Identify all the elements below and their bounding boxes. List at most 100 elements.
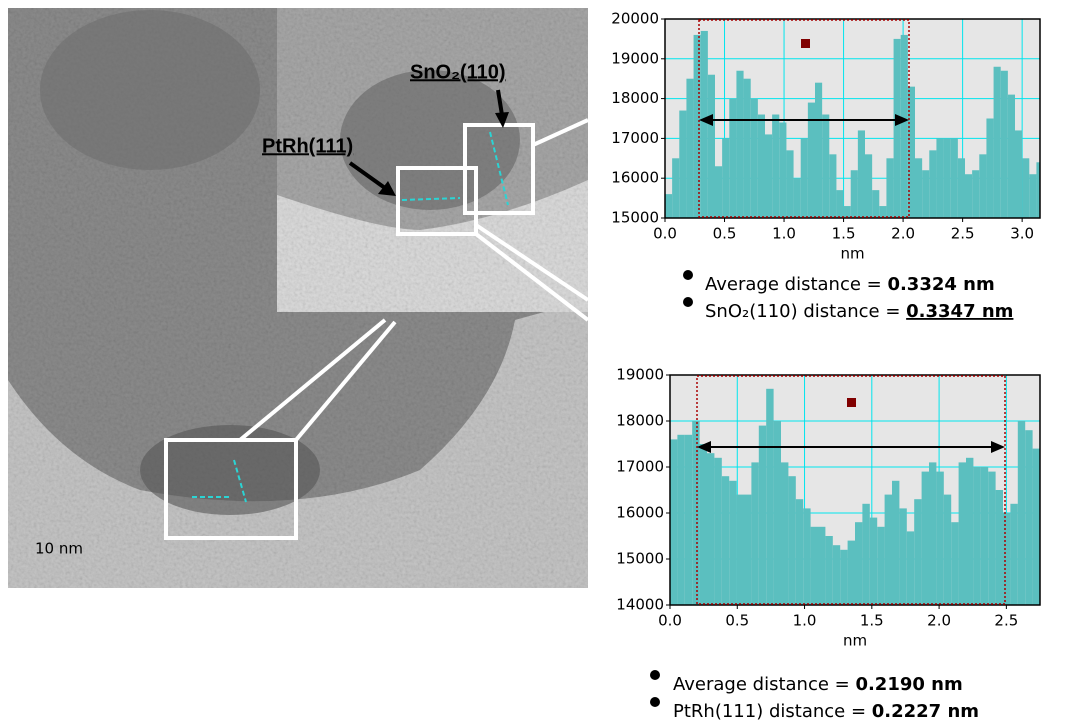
bar	[973, 467, 981, 605]
selection-region	[698, 19, 910, 218]
bar	[1017, 421, 1026, 605]
note-text: SnO₂(110) distance =	[705, 301, 906, 322]
bar	[915, 158, 923, 218]
bar	[665, 194, 673, 218]
bar	[1029, 174, 1037, 218]
bar	[679, 110, 687, 218]
bar	[1022, 158, 1030, 218]
y-tick-label: 18000	[611, 89, 659, 107]
bullet	[650, 670, 660, 680]
x-tick-label: 2.0	[927, 612, 951, 630]
bar	[781, 462, 789, 605]
note-text: PtRh(111) distance =	[673, 701, 872, 722]
bar	[714, 457, 722, 605]
bar	[907, 86, 915, 218]
tem-particle	[140, 425, 320, 515]
bar	[729, 98, 737, 218]
bar	[921, 471, 929, 605]
note-value: 0.3347 nm	[906, 301, 1013, 322]
y-tick-label: 16000	[611, 169, 659, 187]
bar	[840, 549, 848, 605]
bar	[699, 444, 707, 605]
bar	[832, 545, 841, 605]
bar	[715, 166, 723, 218]
note: PtRh(111) distance = 0.2227 nm	[673, 701, 979, 722]
measure-lines	[192, 131, 509, 503]
bar	[988, 471, 996, 605]
image-label: PtRh(111)	[262, 135, 353, 157]
bar	[850, 170, 858, 218]
bar	[979, 154, 987, 218]
label-arrows	[348, 89, 509, 196]
bar	[957, 158, 965, 218]
bar	[886, 158, 894, 218]
bar	[995, 490, 1003, 605]
bar	[950, 138, 958, 218]
bar	[788, 476, 796, 605]
bar	[765, 134, 773, 218]
bullet	[650, 697, 660, 707]
bar	[825, 536, 833, 605]
bar	[707, 453, 715, 605]
bar	[862, 503, 870, 605]
bar	[766, 388, 774, 605]
bar	[1000, 70, 1008, 219]
x-tick-label: 1.0	[772, 225, 796, 243]
bar	[943, 138, 951, 218]
y-tick-label: 16000	[616, 504, 664, 522]
bar	[893, 38, 901, 219]
bar	[965, 174, 973, 218]
bar	[857, 130, 865, 218]
bar	[980, 467, 989, 605]
bar	[1003, 513, 1011, 605]
note-value: 0.3324 nm	[887, 274, 994, 295]
bar	[892, 480, 900, 605]
bar	[707, 74, 715, 218]
x-tick-label: 0.5	[725, 612, 749, 630]
image-label: SnO₂(110)	[410, 61, 506, 83]
x-tick-label: 2.5	[951, 225, 975, 243]
bar	[750, 98, 758, 218]
note: Average distance = 0.2190 nm	[673, 674, 963, 695]
plot-frame	[669, 374, 1041, 606]
bar	[1025, 430, 1033, 605]
note: Average distance = 0.3324 nm	[705, 274, 995, 295]
region-marker	[801, 39, 810, 48]
x-tick-label: 1.5	[860, 612, 884, 630]
y-tick-label: 18000	[616, 412, 664, 430]
bar	[786, 150, 794, 218]
bar	[751, 462, 759, 605]
x-tick-label: 0.5	[713, 225, 737, 243]
bar	[869, 517, 878, 605]
bar	[1010, 503, 1018, 605]
y-tick-label: 19000	[616, 366, 664, 384]
bar	[899, 508, 907, 605]
bar	[803, 508, 811, 605]
bar	[744, 494, 752, 605]
bar	[865, 154, 873, 218]
bar	[922, 170, 930, 218]
bar	[1007, 94, 1015, 218]
bar	[906, 531, 915, 605]
bar	[1032, 448, 1040, 605]
note-text: Average distance =	[673, 674, 855, 695]
bar	[729, 480, 737, 605]
bar	[686, 78, 694, 218]
y-tick-label: 17000	[611, 129, 659, 147]
x-tick-label: 3.0	[1010, 225, 1034, 243]
tem-vacuum	[8, 300, 588, 588]
bar	[672, 158, 680, 218]
x-axis-label: nm	[843, 632, 867, 650]
bar	[877, 526, 885, 605]
tem-image: PtRh(111) SnO₂(110) 10 nm	[8, 8, 692, 588]
arrow-head	[697, 441, 711, 453]
note-value: 0.2227 nm	[872, 701, 979, 722]
bar	[807, 102, 815, 218]
x-tick-label: 0.0	[658, 612, 682, 630]
bar	[773, 421, 781, 605]
x-tick-label: 2.5	[994, 612, 1018, 630]
x-tick-label: 1.5	[832, 225, 856, 243]
y-tick-label: 20000	[611, 10, 659, 28]
bar	[815, 82, 823, 219]
bar	[993, 66, 1001, 218]
